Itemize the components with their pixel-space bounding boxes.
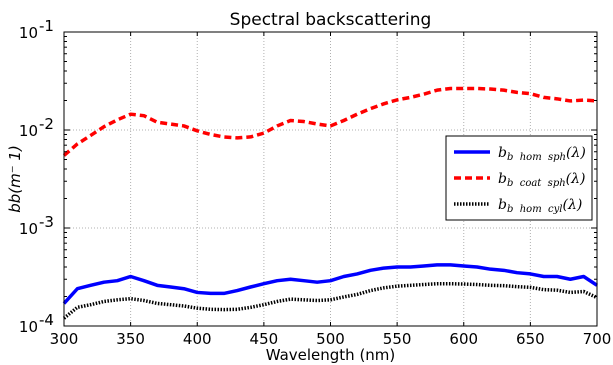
y-tick-exponent: -2 bbox=[39, 115, 54, 133]
legend-label-2: bb hom cyl(λ) bbox=[498, 197, 582, 215]
y-tick-exponent: -4 bbox=[39, 311, 54, 329]
y-axis-label: bb(m⁻ 1) bbox=[6, 145, 24, 213]
x-tick-label: 350 bbox=[116, 330, 145, 348]
x-tick-label: 650 bbox=[516, 330, 545, 348]
x-tick-label: 700 bbox=[583, 330, 612, 348]
series-line-0 bbox=[62, 263, 598, 305]
x-axis-label: Wavelength (nm) bbox=[266, 346, 396, 364]
y-tick-label: 10 bbox=[19, 318, 38, 336]
x-tick-label: 300 bbox=[50, 330, 79, 348]
legend: bb hom sph(λ) bb coat sph(λ) bb hom cyl(λ) bbox=[445, 135, 593, 221]
chart-title: Spectral backscattering bbox=[230, 10, 432, 30]
series-layer bbox=[62, 86, 598, 320]
y-tick-label: 10 bbox=[19, 122, 38, 140]
y-tick-label: 10 bbox=[19, 220, 38, 238]
y-tick-exponent: -1 bbox=[39, 17, 54, 35]
legend-label-0: bb hom sph(λ) bbox=[498, 145, 586, 163]
y-tick-label: 10 bbox=[19, 24, 38, 42]
y-tick-exponent: -3 bbox=[39, 213, 54, 231]
x-tick-label: 500 bbox=[316, 330, 345, 348]
legend-label-1: bb coat sph(λ) bbox=[498, 171, 585, 189]
series-line-1 bbox=[62, 86, 598, 157]
x-tick-label: 550 bbox=[383, 330, 412, 348]
series-line-2 bbox=[62, 281, 598, 320]
x-tick-label: 400 bbox=[183, 330, 212, 348]
x-tick-label: 450 bbox=[250, 330, 279, 348]
x-tick-label: 600 bbox=[449, 330, 478, 348]
